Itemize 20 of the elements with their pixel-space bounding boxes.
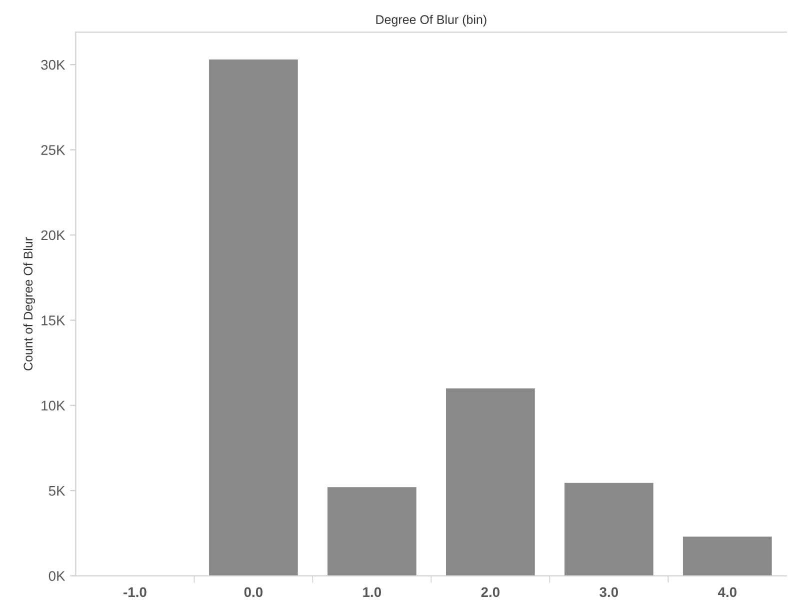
x-tick-label: 1.0 <box>363 587 382 598</box>
y-axis-title: Count of Degree Of Blur <box>23 237 36 370</box>
y-tick-label: 30K <box>41 60 66 70</box>
y-tick-label: 15K <box>42 316 66 326</box>
bar <box>209 59 298 576</box>
bar <box>682 536 772 576</box>
x-tick-label: -1.0 <box>124 587 146 598</box>
y-tick-label: 0K <box>48 571 66 581</box>
bar <box>328 487 416 576</box>
bar <box>564 482 654 576</box>
y-tick-label: 10K <box>42 400 66 411</box>
y-tick-label: 20K <box>41 230 66 240</box>
x-tick-label: 0.0 <box>244 587 263 598</box>
x-tick-label: 2.0 <box>481 587 500 598</box>
x-tick-label: 3.0 <box>600 587 618 598</box>
x-tick-label: 4.0 <box>718 587 736 598</box>
x-axis-title: Degree Of Blur (bin) <box>376 14 486 26</box>
bar <box>446 388 535 576</box>
y-tick-label: 25K <box>41 145 66 155</box>
y-tick-label: 5K <box>48 486 66 496</box>
